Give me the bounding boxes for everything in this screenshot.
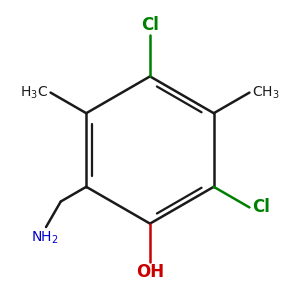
Text: NH$_2$: NH$_2$ <box>31 230 58 246</box>
Text: CH$_3$: CH$_3$ <box>252 84 280 101</box>
Text: Cl: Cl <box>252 198 270 216</box>
Text: OH: OH <box>136 263 164 281</box>
Text: H$_3$C: H$_3$C <box>20 84 48 101</box>
Text: Cl: Cl <box>141 16 159 34</box>
